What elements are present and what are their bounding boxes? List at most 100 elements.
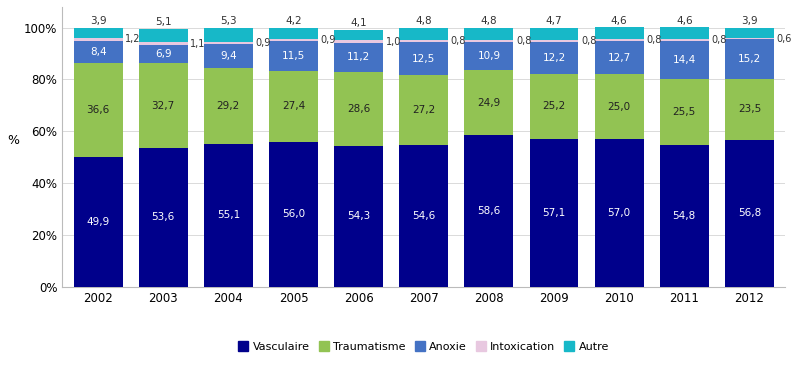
Text: 4,2: 4,2 [285,16,302,26]
Text: 1,0: 1,0 [386,37,401,47]
Text: 1,1: 1,1 [190,39,206,49]
Bar [139,45,188,63]
Bar [399,43,448,75]
Text: 57,1: 57,1 [542,208,566,218]
Text: 49,9: 49,9 [86,217,110,227]
Bar [725,39,774,79]
Text: 54,6: 54,6 [412,211,435,221]
Bar [725,28,774,38]
Text: 0,8: 0,8 [711,35,726,45]
Bar [139,148,188,287]
Bar [399,75,448,145]
Bar [204,42,253,44]
Legend: Vasculaire, Traumatisme, Anoxie, Intoxication, Autre: Vasculaire, Traumatisme, Anoxie, Intoxic… [234,337,614,356]
Bar [269,41,318,71]
Bar [269,28,318,39]
Text: 0,9: 0,9 [321,35,336,45]
Bar [399,28,448,40]
Bar [74,28,122,38]
Bar [334,30,383,40]
Text: 4,1: 4,1 [350,18,367,28]
Text: 0,8: 0,8 [581,36,597,46]
Bar [204,144,253,287]
Text: 11,5: 11,5 [282,51,305,61]
Text: 12,7: 12,7 [607,53,630,63]
Bar [334,40,383,43]
Bar [204,44,253,68]
Bar [660,145,709,287]
Text: 15,2: 15,2 [738,54,761,64]
Text: 5,1: 5,1 [155,18,171,27]
Bar [204,68,253,144]
Text: 25,5: 25,5 [673,107,696,117]
Bar [269,142,318,287]
Bar [399,40,448,43]
Bar [139,63,188,148]
Text: 1,2: 1,2 [125,34,141,44]
Bar [139,43,188,45]
Bar [334,43,383,72]
Bar [530,74,578,139]
Text: 25,0: 25,0 [607,102,630,112]
Text: 11,2: 11,2 [347,53,370,62]
Text: 0,8: 0,8 [646,35,662,45]
Text: 4,7: 4,7 [546,16,562,26]
Text: 56,8: 56,8 [738,208,761,218]
Text: 24,9: 24,9 [478,98,501,108]
Text: 58,6: 58,6 [478,206,501,216]
Bar [465,42,514,71]
Bar [334,146,383,287]
Text: 14,4: 14,4 [673,55,696,65]
Bar [465,28,514,40]
Bar [465,40,514,42]
Text: 23,5: 23,5 [738,104,761,114]
Text: 57,0: 57,0 [607,208,630,218]
Text: 4,8: 4,8 [481,16,497,26]
Bar [530,40,578,42]
Bar [269,39,318,41]
Bar [530,28,578,40]
Text: 12,5: 12,5 [412,53,435,64]
Bar [74,158,122,287]
Text: 27,2: 27,2 [412,105,435,115]
Bar [725,140,774,287]
Text: 28,6: 28,6 [347,104,370,114]
Bar [660,27,709,39]
Bar [725,79,774,140]
Bar [594,139,643,287]
Bar [660,79,709,145]
Bar [594,27,643,39]
Bar [139,29,188,43]
Bar [530,139,578,287]
Text: 3,9: 3,9 [90,16,106,26]
Text: 4,6: 4,6 [611,16,627,26]
Text: 8,4: 8,4 [90,47,106,57]
Bar [334,72,383,146]
Bar [530,42,578,74]
Text: 0,6: 0,6 [777,34,792,44]
Text: 9,4: 9,4 [220,51,237,61]
Bar [594,74,643,139]
Text: 54,3: 54,3 [347,211,370,222]
Text: 4,6: 4,6 [676,16,693,26]
Bar [269,71,318,142]
Text: 32,7: 32,7 [152,101,175,110]
Text: 54,8: 54,8 [673,211,696,221]
Text: 55,1: 55,1 [217,210,240,220]
Text: 4,8: 4,8 [415,16,432,26]
Text: 0,8: 0,8 [450,36,466,46]
Bar [660,41,709,79]
Bar [74,63,122,158]
Text: 29,2: 29,2 [217,101,240,111]
Bar [204,28,253,42]
Text: 12,2: 12,2 [542,53,566,63]
Bar [660,39,709,41]
Text: 53,6: 53,6 [152,212,175,222]
Bar [74,41,122,63]
Text: 56,0: 56,0 [282,209,305,219]
Text: 27,4: 27,4 [282,101,305,111]
Text: 0,9: 0,9 [255,38,270,48]
Text: 0,8: 0,8 [516,36,531,46]
Bar [74,38,122,41]
Bar [399,145,448,287]
